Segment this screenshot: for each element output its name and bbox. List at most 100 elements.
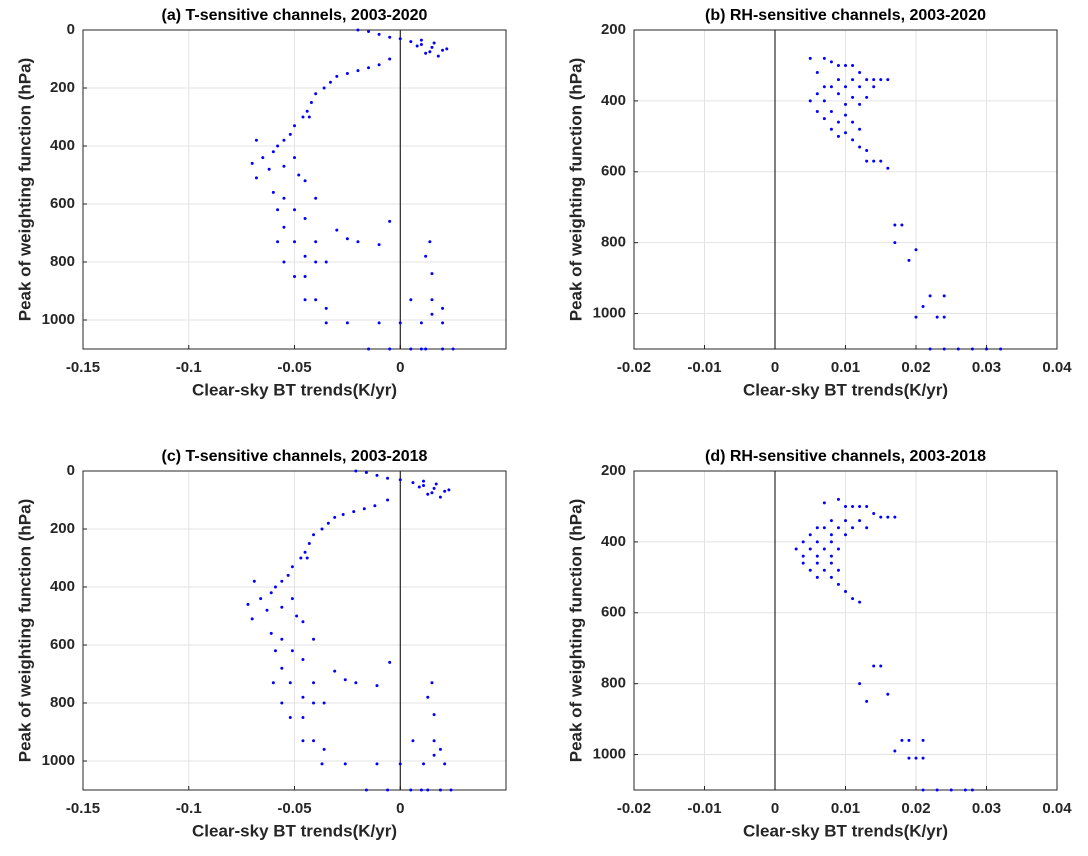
chart-title: (a) T-sensitive channels, 2003-2020 — [162, 7, 428, 24]
point — [305, 556, 309, 560]
point — [858, 504, 862, 508]
x-tick-label: -0.15 — [66, 359, 100, 376]
point — [424, 254, 428, 258]
point — [430, 45, 434, 49]
point — [322, 701, 326, 705]
point — [907, 738, 911, 742]
point — [808, 56, 812, 60]
point — [282, 225, 286, 229]
point — [367, 29, 371, 33]
y-axis-label: Peak of weighting function (hPa) — [566, 499, 585, 763]
point — [309, 101, 313, 104]
point — [900, 223, 904, 227]
point — [345, 321, 349, 325]
point — [280, 666, 284, 670]
point — [858, 145, 862, 149]
point — [252, 579, 256, 583]
point — [432, 486, 436, 490]
point — [290, 565, 294, 569]
point — [443, 762, 447, 766]
x-tick-label: -0.02 — [617, 359, 651, 376]
point — [879, 78, 883, 82]
y-tick-label: 400 — [50, 578, 75, 595]
point — [426, 695, 430, 699]
point — [865, 149, 869, 153]
point — [438, 747, 442, 751]
y-tick-label: 0 — [67, 462, 75, 479]
point — [409, 788, 413, 792]
point — [844, 85, 847, 89]
point — [858, 600, 862, 604]
point — [872, 85, 876, 89]
point — [935, 788, 939, 792]
axes-box — [82, 29, 507, 350]
point — [836, 134, 840, 138]
point — [312, 637, 316, 641]
point — [822, 547, 826, 551]
x-tick-label: -0.01 — [687, 800, 721, 817]
point — [434, 482, 438, 486]
point — [436, 54, 440, 58]
point — [409, 347, 413, 351]
point — [354, 469, 358, 473]
point — [419, 321, 423, 325]
point — [441, 306, 445, 310]
x-tick-label: 0.03 — [972, 359, 1001, 376]
point — [829, 110, 833, 114]
point — [851, 504, 855, 508]
point — [942, 347, 946, 351]
chart-title: (c) T-sensitive channels, 2003-2018 — [162, 448, 428, 465]
point — [970, 347, 974, 351]
point — [398, 478, 402, 482]
point — [411, 739, 415, 743]
point — [388, 347, 392, 351]
point — [250, 161, 254, 165]
point — [921, 304, 925, 308]
point — [872, 159, 876, 163]
point — [432, 753, 436, 757]
point — [851, 138, 855, 142]
point — [879, 159, 883, 163]
point — [829, 85, 833, 89]
point — [290, 649, 294, 653]
x-axis-label: Clear-sky BT trends(K/yr) — [192, 821, 397, 840]
point — [345, 72, 349, 75]
point — [375, 762, 379, 766]
point — [312, 533, 316, 537]
point — [844, 131, 847, 135]
point — [312, 681, 316, 685]
point — [303, 298, 307, 302]
point — [836, 547, 840, 551]
point — [858, 127, 862, 131]
x-tick-label: -0.05 — [277, 800, 311, 817]
point — [836, 92, 840, 96]
point — [305, 109, 309, 113]
axes-box — [633, 470, 1058, 791]
y-tick-label: 400 — [601, 533, 626, 550]
point — [422, 479, 426, 483]
point — [836, 568, 840, 572]
point — [879, 664, 883, 668]
point — [415, 44, 419, 48]
point — [815, 92, 819, 96]
y-tick-label: 1000 — [42, 311, 75, 328]
point — [829, 127, 833, 131]
point — [271, 681, 275, 685]
point — [356, 240, 360, 244]
point — [432, 739, 436, 743]
point — [280, 701, 284, 705]
point — [301, 695, 305, 699]
point — [386, 788, 390, 792]
x-tick-label: 0.01 — [831, 800, 860, 817]
y-tick-label: 600 — [50, 636, 75, 653]
point — [851, 78, 855, 82]
y-tick-label: 400 — [50, 137, 75, 154]
point — [324, 321, 328, 325]
point — [430, 681, 434, 685]
y-tick-label: 1000 — [42, 752, 75, 769]
point — [324, 306, 328, 310]
x-tick-label: 0.02 — [901, 359, 930, 376]
point — [836, 582, 840, 586]
point — [822, 526, 826, 530]
point — [388, 35, 392, 39]
